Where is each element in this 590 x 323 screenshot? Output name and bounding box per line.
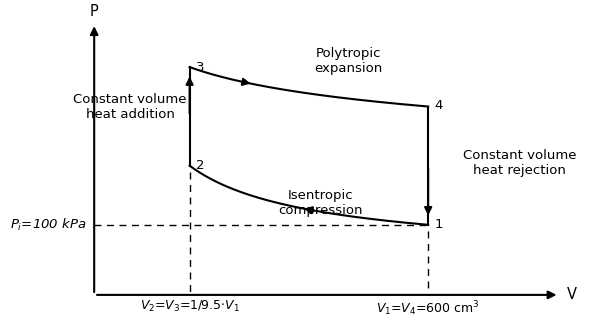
Text: 1: 1 [434,218,442,231]
Text: $V_2$=$V_3$=1/9.5$\cdot$$V_1$: $V_2$=$V_3$=1/9.5$\cdot$$V_1$ [140,299,240,314]
Text: P: P [90,4,99,19]
Text: 2: 2 [195,159,204,172]
Text: Isentropic
compression: Isentropic compression [278,189,363,217]
Text: Constant volume
heat addition: Constant volume heat addition [73,92,186,120]
Text: Constant volume
heat rejection: Constant volume heat rejection [463,150,576,177]
Text: 4: 4 [434,99,442,112]
Text: $V_1$=$V_4$=600 cm$^3$: $V_1$=$V_4$=600 cm$^3$ [376,299,480,318]
Text: V: V [568,287,578,302]
Text: 3: 3 [195,61,204,74]
Text: Polytropic
expansion: Polytropic expansion [314,47,383,75]
Text: $P_i$=100 kPa: $P_i$=100 kPa [10,217,86,233]
